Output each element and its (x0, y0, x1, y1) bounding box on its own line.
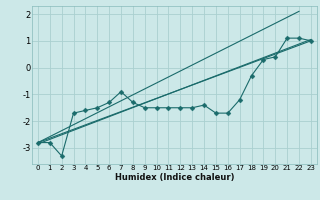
X-axis label: Humidex (Indice chaleur): Humidex (Indice chaleur) (115, 173, 234, 182)
